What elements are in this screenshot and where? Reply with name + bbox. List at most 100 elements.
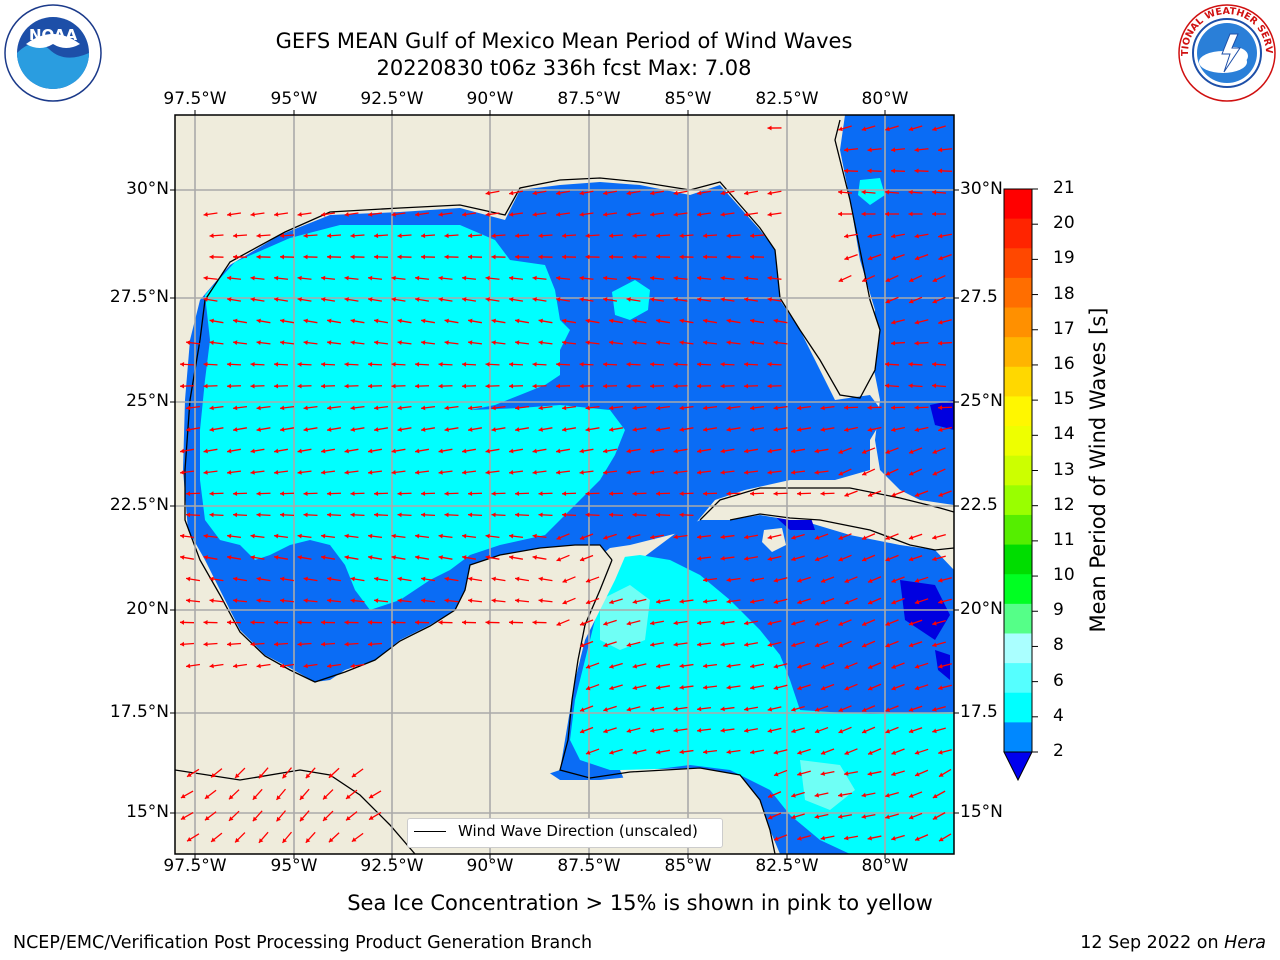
- wind-wave-arrow: [297, 641, 312, 647]
- wind-wave-arrow: [203, 361, 218, 367]
- wind-wave-arrow: [467, 405, 483, 411]
- wind-wave-arrow: [673, 534, 688, 540]
- wind-wave-arrow: [250, 555, 265, 560]
- wind-wave-arrow: [796, 427, 812, 432]
- wind-wave-arrow: [209, 405, 224, 411]
- wind-wave-arrow: [814, 533, 829, 540]
- wind-wave-arrow: [843, 835, 859, 841]
- wind-wave-arrow: [932, 641, 946, 648]
- colorbar-tick-label: 15: [1053, 389, 1075, 410]
- wind-wave-arrow: [350, 233, 365, 239]
- colorbar-tick-label: 6: [1053, 670, 1064, 691]
- wind-wave-arrow: [373, 340, 389, 345]
- wind-wave-arrow: [367, 361, 383, 367]
- wind-wave-arrow: [203, 275, 218, 281]
- wind-wave-arrow: [367, 555, 383, 560]
- colorbar-bin: [1004, 574, 1032, 605]
- wind-wave-arrow: [297, 533, 312, 539]
- wind-wave-arrow: [767, 448, 782, 454]
- isla-juventud-land: [762, 528, 786, 552]
- wind-wave-arrow: [767, 812, 782, 820]
- wind-wave-arrow: [655, 663, 671, 669]
- wind-wave-arrow: [867, 168, 882, 174]
- wind-wave-arrow: [256, 427, 271, 432]
- wind-wave-arrow: [350, 427, 365, 432]
- colorbar-tick-label: 20: [1053, 213, 1075, 234]
- wind-wave-arrow: [256, 598, 271, 604]
- wind-wave-arrow: [743, 642, 759, 647]
- wind-wave-arrow: [328, 767, 340, 779]
- wind-wave-arrow: [467, 254, 483, 260]
- wind-wave-arrow: [414, 448, 430, 454]
- wind-wave-arrow: [838, 468, 852, 476]
- wind-wave-arrow: [679, 318, 694, 324]
- wind-wave-arrow: [326, 576, 342, 582]
- wind-wave-arrow: [626, 706, 641, 712]
- wind-wave-arrow: [797, 662, 811, 669]
- wind-wave-arrow: [438, 275, 453, 281]
- wind-wave-arrow: [279, 318, 295, 324]
- wind-wave-arrow: [726, 340, 741, 345]
- wind-wave-arrow: [914, 233, 929, 239]
- wind-wave-arrow: [303, 254, 318, 260]
- wind-wave-arrow: [555, 190, 571, 196]
- wind-wave-arrow: [791, 727, 805, 734]
- wind-wave-arrow: [420, 491, 436, 497]
- wind-wave-arrow: [673, 642, 688, 647]
- mexico-coastline: [184, 339, 613, 683]
- wind-wave-arrow: [890, 147, 906, 153]
- wind-wave-arrow: [555, 383, 571, 389]
- wind-wave-arrow: [373, 427, 389, 432]
- wind-wave-arrow: [438, 555, 453, 560]
- wind-wave-arrow: [585, 512, 600, 518]
- wind-wave-arrow: [485, 361, 500, 367]
- lon-label-top: 85°W: [664, 89, 712, 109]
- wind-wave-arrow: [391, 212, 406, 217]
- wind-wave-arrow: [773, 427, 788, 432]
- footer-date-text: 12 Sep 2022 on: [1080, 933, 1225, 953]
- lon-label-bottom: 90°W: [466, 856, 514, 876]
- wind-wave-arrow: [773, 491, 788, 497]
- wind-wave-arrow: [461, 212, 477, 217]
- wind-wave-arrow: [720, 297, 735, 302]
- wind-wave-arrow: [767, 383, 782, 389]
- wind-wave-arrow: [603, 705, 617, 712]
- wind-wave-arrow: [867, 597, 882, 605]
- wind-wave-arrow: [585, 597, 600, 605]
- wind-wave-arrow: [491, 318, 506, 324]
- yucatan-land: [380, 545, 630, 780]
- wind-wave-arrow: [179, 641, 195, 647]
- wind-wave-arrow: [250, 641, 265, 647]
- wind-wave-arrow: [397, 405, 412, 411]
- wind-wave-arrow: [720, 728, 735, 733]
- wind-wave-arrow: [797, 770, 811, 777]
- wind-wave-arrow: [938, 663, 952, 669]
- wind-wave-arrow: [844, 597, 858, 605]
- wind-wave-arrow: [179, 469, 195, 475]
- wind-wave-arrow: [931, 383, 947, 389]
- wind-wave-arrow: [679, 254, 694, 260]
- wind-wave-arrow: [820, 427, 835, 432]
- wind-wave-arrow: [632, 318, 647, 324]
- wind-wave-arrow: [938, 598, 952, 605]
- wind-wave-arrow: [726, 233, 741, 239]
- wind-wave-arrow: [397, 576, 412, 582]
- lon-label-top: 95°W: [270, 89, 318, 109]
- wind-wave-arrow: [726, 254, 741, 260]
- wind-wave-arrow: [914, 319, 929, 325]
- wind-wave-arrow: [209, 427, 224, 432]
- wind-wave-arrow: [368, 790, 382, 799]
- colorbar-tick-label: 21: [1053, 178, 1075, 198]
- wind-wave-arrow: [937, 405, 953, 411]
- wind-wave-arrow: [373, 405, 389, 411]
- wind-wave-arrow: [585, 318, 600, 324]
- wind-wave-arrow: [320, 383, 336, 389]
- wind-wave-arrow: [937, 147, 953, 153]
- wind-wave-arrow: [679, 427, 694, 432]
- lat-label-left: 25°N: [126, 391, 169, 411]
- wind-wave-arrow: [585, 576, 600, 583]
- wind-wave-arrow: [226, 448, 242, 454]
- wind-wave-arrow: [673, 469, 688, 475]
- wind-wave-arrow: [320, 448, 336, 454]
- wind-wave-arrow: [391, 448, 406, 454]
